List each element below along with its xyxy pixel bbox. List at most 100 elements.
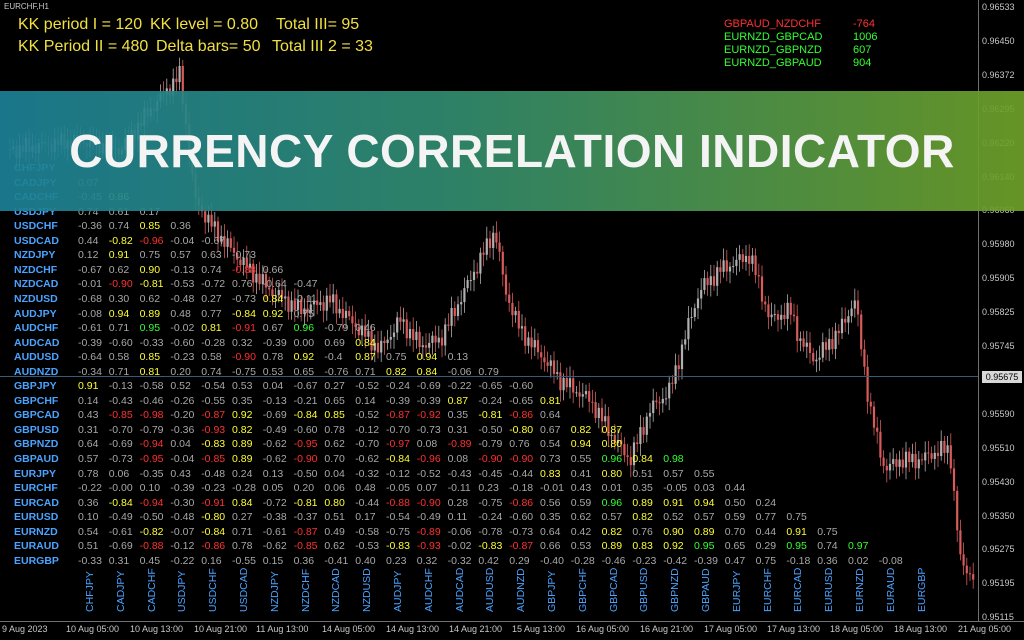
- candle-body: [514, 310, 517, 316]
- matrix-cell: 0.63: [201, 249, 222, 262]
- matrix-cell: 0.31: [447, 423, 469, 436]
- candle-body: [760, 276, 764, 302]
- matrix-cell: -0.06: [447, 365, 472, 378]
- matrix-cell: 0.12: [78, 249, 99, 262]
- candle-body: [597, 407, 600, 419]
- candle-body: [444, 324, 447, 346]
- candle-body: [898, 459, 901, 467]
- candle-body: [463, 288, 466, 303]
- matrix-row-label: GBPCHF: [14, 394, 59, 407]
- matrix-cell: 0.62: [139, 292, 161, 305]
- matrix-cell: -0.54: [386, 511, 410, 524]
- matrix-row-label: GBPNZD: [14, 438, 59, 451]
- matrix-cell: 0.70: [724, 525, 746, 538]
- matrix-cell: 0.84: [632, 453, 653, 465]
- candle-body: [242, 257, 245, 266]
- candle-body: [700, 289, 703, 299]
- matrix-cell: -0.49: [416, 511, 441, 524]
- candle-body: [319, 302, 322, 305]
- candle-body: [520, 326, 524, 329]
- matrix-cell: -0.44: [509, 467, 534, 480]
- candle-body: [261, 274, 264, 285]
- candle-body: [280, 290, 284, 299]
- matrix-cell: -0.24: [478, 394, 503, 407]
- header-delta-bars: Delta bars= 50: [156, 38, 261, 55]
- candle-body: [949, 445, 952, 469]
- matrix-cell: 0.67: [262, 322, 284, 335]
- candle-body: [370, 331, 373, 351]
- candle-body: [652, 400, 655, 414]
- matrix-cell: 0.28: [447, 496, 469, 509]
- candle-body: [229, 238, 232, 248]
- candle-body: [972, 574, 975, 580]
- candle-body: [383, 340, 386, 344]
- candle-body: [287, 296, 290, 312]
- matrix-cell: -0.81: [293, 496, 318, 509]
- candle-body: [620, 440, 623, 445]
- candle-body: [556, 372, 559, 374]
- matrix-cell: 0.76: [632, 525, 653, 538]
- price-axis-label: 0.96372: [982, 69, 1015, 80]
- matrix-cell: 0.15: [262, 554, 284, 567]
- matrix-cell: -0.53: [170, 278, 195, 291]
- candle-body: [968, 573, 972, 575]
- candle-body: [623, 444, 626, 456]
- matrix-cell: -0.86: [201, 540, 226, 553]
- candle-body: [930, 453, 933, 459]
- price-axis-label: 0.95980: [982, 239, 1015, 250]
- matrix-cell: -0.52: [416, 467, 441, 480]
- candle-body: [860, 314, 863, 350]
- matrix-cell: -0.91: [201, 496, 226, 509]
- candle-body: [328, 295, 332, 303]
- matrix-cell: -0.89: [416, 525, 441, 538]
- matrix-cell: 0.62: [570, 511, 592, 524]
- matrix-cell: 0.20: [293, 482, 315, 495]
- candle-body: [946, 445, 949, 453]
- matrix-cell: -0.36: [78, 220, 102, 233]
- candle-body: [594, 402, 597, 419]
- matrix-cell: -0.84: [232, 307, 256, 320]
- matrix-cell: -0.22: [447, 380, 472, 393]
- matrix-cell: 0.76: [232, 278, 253, 291]
- candle-body: [575, 392, 578, 394]
- candle-body: [741, 254, 744, 262]
- candle-body: [223, 235, 226, 247]
- matrix-cell: 0.92: [663, 540, 684, 553]
- matrix-cell: 0.52: [663, 511, 684, 524]
- candle-body: [834, 330, 837, 350]
- matrix-cell: 0.00: [293, 336, 315, 349]
- matrix-cell: 0.36: [817, 554, 838, 567]
- matrix-cell: -0.90: [293, 453, 318, 465]
- candle-body: [584, 391, 588, 395]
- candle-body: [402, 319, 405, 322]
- matrix-cell: 0.74: [108, 220, 130, 233]
- matrix-cell: -0.64: [78, 351, 102, 364]
- candle-body: [863, 349, 866, 367]
- matrix-cell: 0.75: [293, 307, 315, 320]
- candle-body: [344, 310, 348, 318]
- time-axis-label: 10 Aug 21:00: [194, 624, 248, 634]
- matrix-cell: 0.42: [570, 525, 592, 538]
- candle-body: [920, 459, 924, 461]
- candle-body: [866, 366, 869, 402]
- matrix-cell: -0.54: [201, 380, 226, 393]
- candle-body: [722, 260, 725, 272]
- top-pair-value: 607: [853, 44, 872, 56]
- matrix-cell: 0.77: [201, 307, 222, 320]
- candle-body: [172, 78, 175, 96]
- matrix-cell: -0.08: [78, 307, 102, 320]
- time-axis-label: 21 Aug 05:00: [958, 624, 1012, 634]
- matrix-column-label: CADJPY: [114, 570, 127, 612]
- matrix-cell: 0.13: [447, 351, 469, 364]
- candle-body: [658, 402, 661, 404]
- header-kk-period-2: KK Period II = 480: [18, 38, 149, 55]
- matrix-cell: -0.02: [447, 540, 472, 553]
- matrix-cell: 0.89: [232, 438, 253, 451]
- matrix-cell: 0.13: [262, 467, 284, 480]
- matrix-cell: 0.79: [478, 365, 499, 378]
- candle-body: [568, 378, 572, 388]
- matrix-cell: 0.27: [324, 380, 345, 393]
- matrix-cell: 0.77: [755, 511, 777, 524]
- current-price-line: [0, 376, 978, 377]
- matrix-cell: -0.28: [201, 336, 226, 349]
